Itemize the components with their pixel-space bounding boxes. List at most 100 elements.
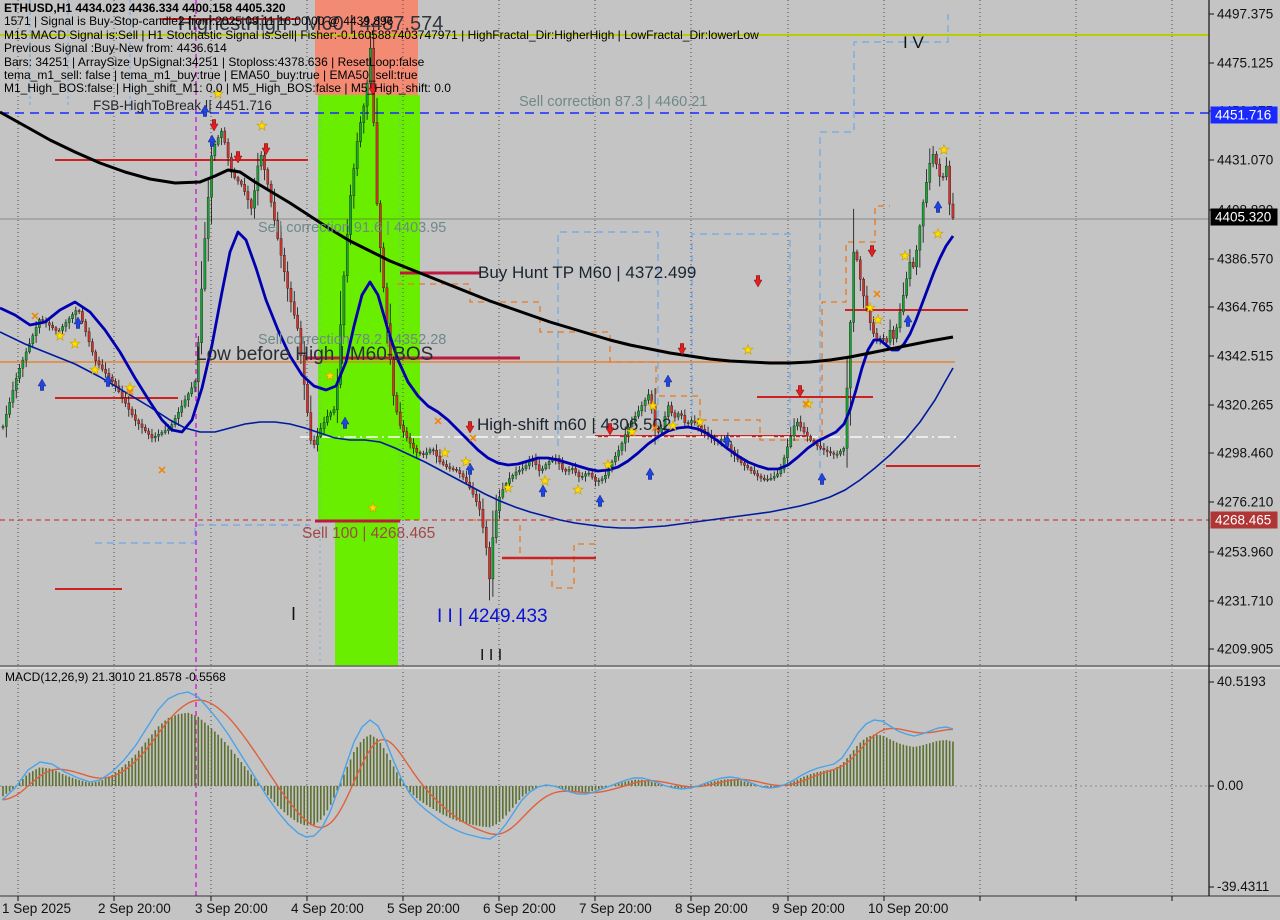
candle-body xyxy=(157,434,160,437)
candle-body xyxy=(309,412,313,441)
macd-histogram-bar xyxy=(293,786,296,821)
chart-annotation: Sell correction 87.3 | 4460.21 xyxy=(519,94,707,110)
buy-arrow-icon xyxy=(903,314,913,327)
price-badge xyxy=(1210,511,1278,529)
macd-histogram-bar xyxy=(909,746,911,786)
candle-body xyxy=(544,464,548,470)
macd-histogram-bar xyxy=(353,751,355,786)
star-signal-icon: ★ xyxy=(602,457,614,472)
candle-body xyxy=(124,397,127,404)
star-signal-icon: ★ xyxy=(694,414,706,429)
macd-histogram-bar xyxy=(753,784,756,786)
macd-histogram-bar xyxy=(730,779,732,786)
price-axis-label: 4209.905 xyxy=(1217,642,1273,657)
macd-indicator-label: MACD(12,26,9) 21.3010 21.8578 -0.5568 xyxy=(5,670,226,684)
macd-histogram-bar xyxy=(343,774,345,786)
candle-body xyxy=(567,469,571,472)
candle-body xyxy=(276,220,280,239)
macd-histogram-bar xyxy=(942,740,944,786)
star-signal-icon: ★ xyxy=(124,380,136,395)
candle-body xyxy=(448,466,452,469)
candle-body xyxy=(190,387,193,395)
macd-histogram-bar xyxy=(68,776,70,786)
macd-histogram-bar xyxy=(283,786,286,813)
candle-body xyxy=(428,449,432,453)
time-axis-label: 3 Sep 20:00 xyxy=(195,901,268,916)
time-axis-label: 8 Sep 20:00 xyxy=(675,901,748,916)
macd-histogram-bar xyxy=(157,726,160,786)
candle-body xyxy=(28,343,31,353)
candle-body xyxy=(624,434,627,444)
macd-histogram-bar xyxy=(118,769,120,786)
candle-body xyxy=(445,464,448,468)
candle-body xyxy=(617,450,620,457)
cross-signal-icon: ✕ xyxy=(801,399,810,411)
macd-histogram-bar xyxy=(399,778,401,786)
candle-body xyxy=(94,351,97,362)
chart-annotation: I V xyxy=(903,33,924,52)
macd-histogram-bar xyxy=(214,731,216,786)
macd-histogram-bar xyxy=(518,786,521,801)
macd-histogram-bar xyxy=(230,749,233,786)
macd-histogram-bar xyxy=(104,778,107,786)
candle-body xyxy=(216,137,220,145)
bos-flags-line: M1_High_BOS:false | High_shift_M1: 0.0 |… xyxy=(4,81,451,96)
candle-body xyxy=(412,443,415,449)
candle-body xyxy=(660,428,663,433)
chart-annotation: I I I xyxy=(480,647,502,664)
candle-body xyxy=(127,403,131,410)
macd-axis-label: 40.5193 xyxy=(1217,674,1266,689)
macd-histogram-bar xyxy=(502,786,504,819)
macd-histogram-bar xyxy=(58,772,61,786)
price-badge xyxy=(1210,208,1278,226)
candle-body xyxy=(693,420,697,423)
candle-body xyxy=(571,468,574,470)
candle-body xyxy=(359,122,362,142)
candle-body xyxy=(614,455,617,463)
macd-histogram-bar xyxy=(409,786,411,793)
macd-histogram-bar xyxy=(127,761,130,786)
candle-body xyxy=(481,509,485,528)
macd-histogram-bar xyxy=(415,786,418,799)
macd-histogram-bar xyxy=(915,746,918,786)
macd-histogram-bar xyxy=(84,781,87,786)
macd-histogram-bar xyxy=(88,782,90,786)
macd-histogram-bar xyxy=(51,769,54,786)
candle-body xyxy=(829,451,832,454)
sell-arrow-icon xyxy=(209,119,219,132)
candle-body xyxy=(1,426,5,428)
macd-histogram-bar xyxy=(737,779,739,786)
candle-body xyxy=(206,197,210,239)
macd-histogram-bar xyxy=(276,786,279,806)
macd-histogram-bar xyxy=(12,786,14,790)
macd-histogram-bar xyxy=(925,744,928,786)
star-signal-icon: ★ xyxy=(647,398,659,413)
buy-arrow-icon xyxy=(340,416,350,429)
macd-histogram-bar xyxy=(300,786,302,824)
candle-body xyxy=(541,468,544,471)
macd-histogram-bar xyxy=(406,786,408,788)
sell-arrow-icon xyxy=(677,343,687,356)
buy-arrow-icon xyxy=(103,374,113,387)
chart-annotation: High-shift m60 | 4306.502 xyxy=(477,415,671,434)
macd-histogram-bar xyxy=(124,764,127,786)
macd-histogram-bar xyxy=(65,775,67,786)
macd-histogram-bar xyxy=(22,779,24,786)
macd-histogram-bar xyxy=(422,786,425,803)
macd-histogram-bar xyxy=(627,780,630,786)
star-signal-icon: ★ xyxy=(69,336,81,351)
candle-body xyxy=(488,547,491,580)
candle-body xyxy=(594,477,597,482)
buy-arrow-icon xyxy=(538,484,548,497)
star-signal-icon: ★ xyxy=(667,418,679,433)
candle-body xyxy=(339,324,342,385)
candle-body xyxy=(935,154,938,165)
candle-body xyxy=(769,478,773,480)
macd-histogram-bar xyxy=(227,745,229,786)
macd-histogram-bar xyxy=(859,742,862,786)
candle-body xyxy=(61,326,64,331)
candle-body xyxy=(743,462,746,466)
macd-histogram-bar xyxy=(323,786,325,816)
